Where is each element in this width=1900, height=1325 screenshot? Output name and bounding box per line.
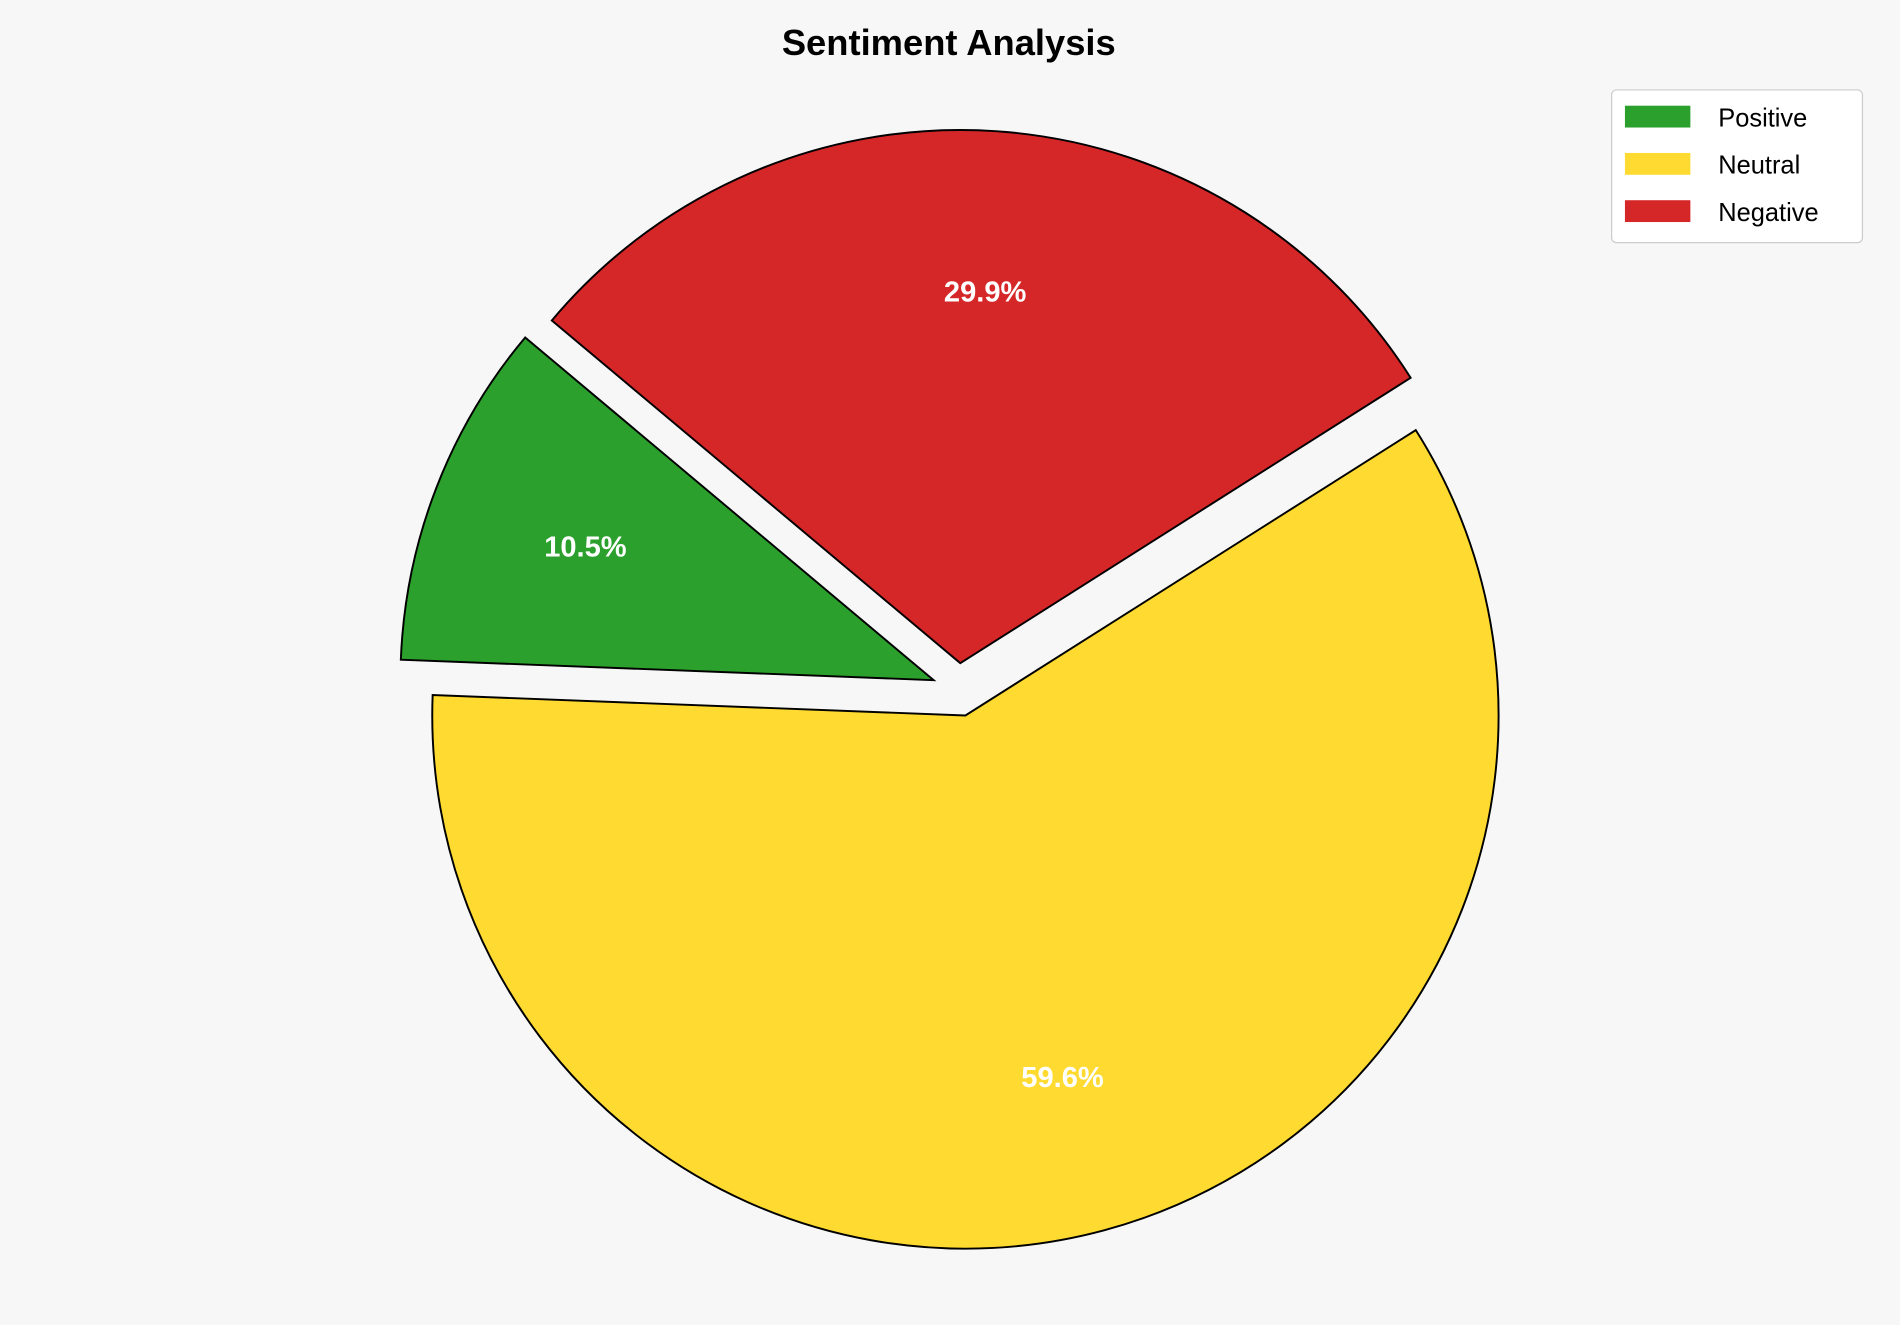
legend-swatch-positive <box>1624 105 1691 128</box>
slice-label-negative: 29.9% <box>944 277 1027 309</box>
legend-swatch-negative <box>1624 200 1691 223</box>
slice-label-neutral: 59.6% <box>1021 1062 1104 1094</box>
pie-slice-negative <box>550 129 1412 665</box>
pie-slice-positive <box>399 336 937 682</box>
legend: Positive Neutral Negative <box>1611 89 1864 244</box>
legend-label-positive: Positive <box>1718 104 1807 132</box>
legend-label-negative: Negative <box>1718 199 1818 227</box>
chart-title: Sentiment Analysis <box>782 22 1116 63</box>
slice-label-positive: 10.5% <box>544 532 627 564</box>
legend-label-neutral: Neutral <box>1718 152 1800 180</box>
pie-slice-neutral <box>431 428 1500 1250</box>
legend-swatch-neutral <box>1624 152 1691 175</box>
